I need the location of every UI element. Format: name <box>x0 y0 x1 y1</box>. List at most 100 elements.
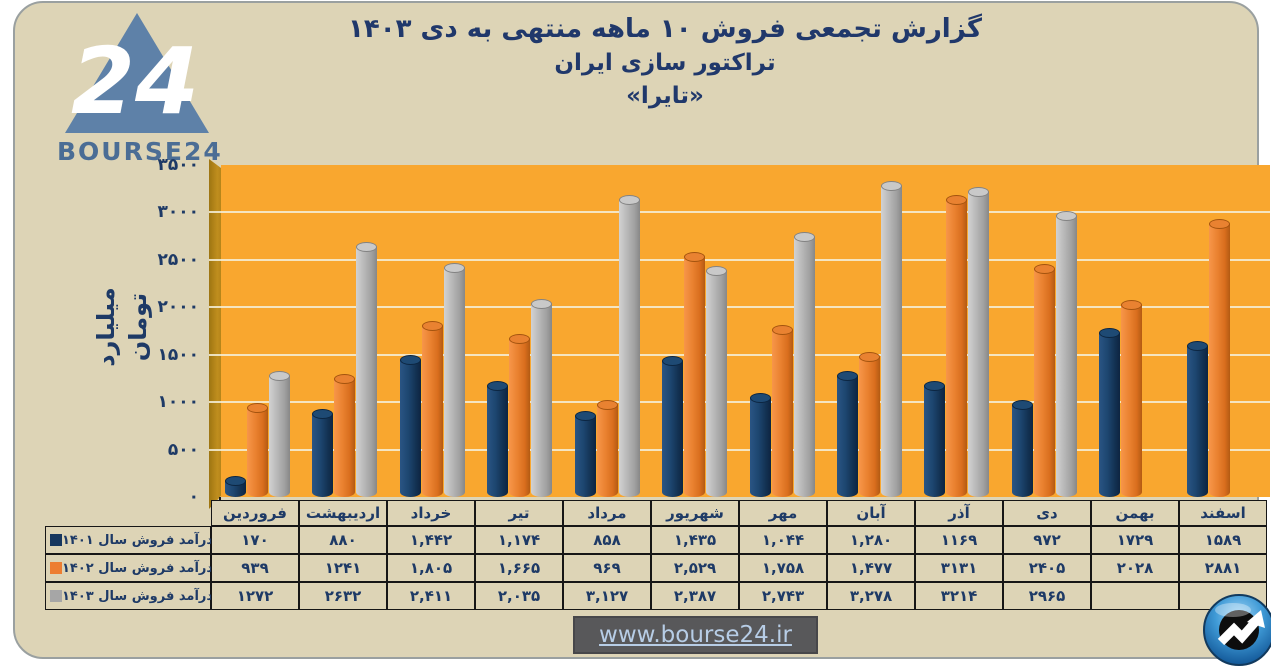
cylinder-top <box>1208 219 1230 229</box>
bar-series-0 <box>225 476 246 497</box>
bar-series-1 <box>421 321 443 497</box>
bar-series-1 <box>509 334 531 497</box>
cylinder-top <box>596 400 618 410</box>
legend-label: درآمد فروش سال ۱۴۰۲ <box>62 560 214 576</box>
footer-url-link[interactable]: www.bourse24.ir <box>599 622 792 648</box>
value-cell: ۱۲۷۲ <box>211 582 299 610</box>
bourse24-logo: 24 BOURSE24 <box>57 9 221 169</box>
bar-series-0 <box>1186 341 1208 497</box>
bar-series-0 <box>662 356 684 497</box>
cylinder-top <box>1099 328 1121 338</box>
chart-3d-wall <box>209 159 221 509</box>
data-table: فروردین اردیبهشت خرداد تیر مرداد شهریور مهر آبا… <box>45 500 1267 610</box>
bar-series-0 <box>1011 400 1033 497</box>
bar-group <box>1095 165 1182 497</box>
value-cell: ۱,۷۵۸ <box>739 554 827 582</box>
bar-series-0 <box>574 411 596 497</box>
bar-series-1 <box>771 325 793 497</box>
bar-series-1 <box>1121 300 1143 497</box>
y-tick-label: ۲۰۰۰ <box>157 297 199 318</box>
chart-plot-area <box>209 165 1270 497</box>
cylinder-top <box>749 393 771 403</box>
bar-series-2 <box>706 266 728 497</box>
y-tick-label: ۳۵۰۰ <box>157 155 199 175</box>
bar-series-0 <box>312 409 334 497</box>
y-axis-tick-labels: ۰ ۵۰۰ ۱۰۰۰ ۱۵۰۰ ۲۰۰۰ ۲۵۰۰ ۳۰۰۰ ۳۵۰۰ <box>119 3 199 523</box>
gridline <box>209 306 1270 309</box>
bar-group <box>1008 165 1095 497</box>
cylinder-top <box>946 195 968 205</box>
month-header-cell: اردیبهشت <box>299 500 387 526</box>
trend-arrow-circle-icon <box>1203 594 1271 666</box>
table-corner-cell <box>45 500 211 526</box>
month-header-cell: مهر <box>739 500 827 526</box>
value-cell: ۲۹۶۵ <box>1003 582 1091 610</box>
value-cell: ۳,۲۷۸ <box>827 582 915 610</box>
value-cell: ۲,۴۱۱ <box>387 582 475 610</box>
value-cell: ۱,۴۴۲ <box>387 526 475 554</box>
bar-series-0 <box>487 381 509 497</box>
bar-series-2 <box>793 232 815 497</box>
bar-group <box>1183 165 1270 497</box>
value-cell: ۲,۳۸۷ <box>651 582 739 610</box>
cylinder-top <box>421 321 443 331</box>
month-header-cell: بهمن <box>1091 500 1179 526</box>
gridline <box>209 258 1270 261</box>
month-header-cell: اسفند <box>1179 500 1267 526</box>
cylinder-top <box>771 325 793 335</box>
month-header-cell: فروردین <box>211 500 299 526</box>
cylinder-top <box>356 242 378 252</box>
bar-group <box>658 165 745 497</box>
bar-series-1 <box>684 252 706 497</box>
bar-series-0 <box>1099 328 1121 497</box>
value-cell: ۱,۲۸۰ <box>827 526 915 554</box>
cylinder-top <box>334 374 356 384</box>
gridline <box>209 401 1270 404</box>
bar-series-2 <box>968 187 990 497</box>
legend-label: درآمد فروش سال ۱۴۰۳ <box>62 588 214 604</box>
bar-group <box>221 165 308 497</box>
bar-series-1 <box>946 195 968 497</box>
report-titles: گزارش تجمعی فروش ۱۰ ماهه منتهی به دی ۱۴۰… <box>240 11 1090 113</box>
cylinder-top <box>509 334 531 344</box>
month-header-cell: دی <box>1003 500 1091 526</box>
y-tick-label: ۲۵۰۰ <box>157 249 199 270</box>
y-tick-label: ۳۰۰۰ <box>157 202 199 223</box>
cylinder-top <box>1186 341 1208 351</box>
value-cell: ۲,۰۳۵ <box>475 582 563 610</box>
cylinder-top <box>225 476 246 486</box>
bar-series-1 <box>858 352 880 497</box>
footer-url-box[interactable]: www.bourse24.ir <box>573 616 818 654</box>
cylinder-top <box>443 263 465 273</box>
cylinder-top <box>531 299 553 309</box>
value-cell: ۱,۱۷۴ <box>475 526 563 554</box>
bar-series-2 <box>618 195 640 497</box>
month-header-cell: آبان <box>827 500 915 526</box>
legend-swatch-series-0 <box>50 534 62 546</box>
cylinder-top <box>574 411 596 421</box>
value-cell: ۲۸۸۱ <box>1179 554 1267 582</box>
legend-swatch-series-2 <box>50 590 62 602</box>
month-header-cell: خرداد <box>387 500 475 526</box>
bar-series-2 <box>443 263 465 497</box>
value-cell: ۸۵۸ <box>563 526 651 554</box>
y-tick-label: ۰ <box>188 487 199 507</box>
cylinder-top <box>793 232 815 242</box>
bar-group <box>396 165 483 497</box>
value-cell: ۱۷۲۹ <box>1091 526 1179 554</box>
bar-series-2 <box>531 299 553 497</box>
value-cell: ۱۷۰ <box>211 526 299 554</box>
month-header-cell: تیر <box>475 500 563 526</box>
company-name: تراکتور سازی ایران <box>554 50 776 76</box>
gridline <box>209 211 1270 214</box>
value-cell: ۳۱۳۱ <box>915 554 1003 582</box>
cylinder-top <box>836 371 858 381</box>
bar-group <box>833 165 920 497</box>
legend-label: درآمد فروش سال ۱۴۰۱ <box>62 532 214 548</box>
bar-group <box>571 165 658 497</box>
gridline <box>209 448 1270 451</box>
cylinder-top <box>487 381 509 391</box>
y-tick-label: ۱۰۰۰ <box>157 392 199 413</box>
bar-series-1 <box>247 403 268 497</box>
